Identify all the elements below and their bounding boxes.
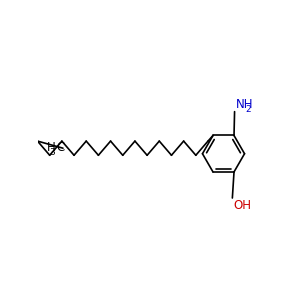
Text: NH: NH: [236, 98, 253, 110]
Text: OH: OH: [233, 199, 251, 212]
Text: C: C: [56, 141, 64, 154]
Text: 3: 3: [50, 148, 55, 157]
Text: 2: 2: [245, 105, 250, 114]
Text: H: H: [46, 141, 55, 154]
